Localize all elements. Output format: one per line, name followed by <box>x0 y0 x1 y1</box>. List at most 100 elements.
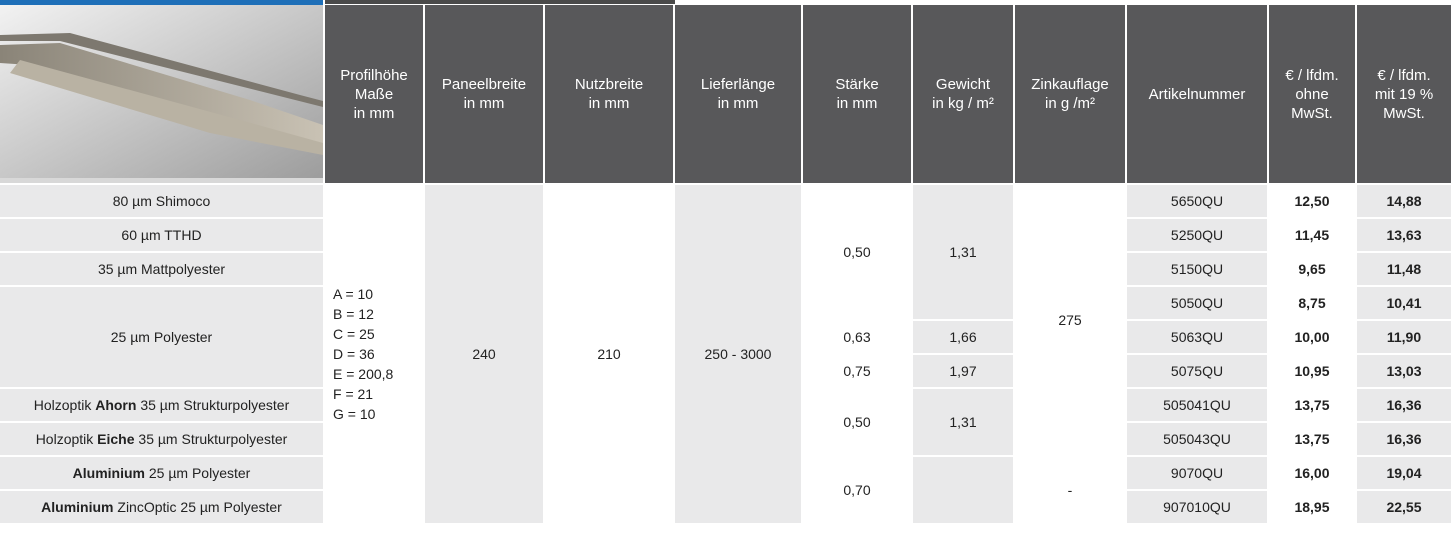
product-text: Ahorn <box>95 397 137 413</box>
row: 0,63 1,66 5063QU 10,00 11,90 <box>0 321 1451 353</box>
product: 25 µm Polyester <box>0 287 323 387</box>
thickness: 0,50 <box>803 389 911 455</box>
product-text: ZincOptic 25 µm Polyester <box>113 499 282 515</box>
row: Holzoptik Ahorn 35 µm Strukturpolyester … <box>0 389 1451 455</box>
row: 60 µm TTHD 5250QU 11,45 13,63 <box>0 219 1451 251</box>
text-line: Stärke <box>835 76 879 93</box>
product-text: Eiche <box>97 431 135 447</box>
price-table: Profilhöhe Maße in mm Paneelbreite in mm Nu… <box>0 3 1451 525</box>
article: 5063QU <box>1127 321 1267 353</box>
usable-width: 210 <box>545 185 673 523</box>
col-header: Stärke in mm <box>803 5 911 183</box>
product-text: 60 µm TTHD <box>121 227 202 243</box>
text-line: MwSt. <box>1291 104 1333 122</box>
text-line: mit 19 % <box>1374 85 1434 103</box>
text-line: F = 21 <box>333 386 374 402</box>
col-header: Profilhöhe Maße in mm <box>325 5 423 183</box>
row: Aluminium ZincOptic 25 µm Polyester 9070… <box>0 491 1451 523</box>
product-text: Holzoptik <box>33 397 96 413</box>
profile-photo <box>0 5 323 178</box>
header-row: Profilhöhe Maße in mm Paneelbreite in mm Nu… <box>0 5 1451 183</box>
text-line: in mm <box>353 104 395 122</box>
row: 25 µm Polyester 5050QU 8,75 10,41 <box>0 287 1451 387</box>
text-line: C = 25 <box>333 326 375 342</box>
col-header: Zinkauflage in g /m² <box>1015 5 1125 183</box>
price-gross: 16,36 <box>1357 423 1451 455</box>
text-line: A = 10 <box>333 286 374 302</box>
text-line: ohne <box>1295 85 1329 103</box>
thickness: 0,75 <box>803 355 911 387</box>
article: 907010QU <box>1127 491 1267 523</box>
price-gross: 14,88 <box>1357 185 1451 217</box>
price-gross: 11,90 <box>1357 321 1451 353</box>
weight: 1,97 <box>913 355 1013 387</box>
price-net: 13,75 <box>1269 389 1355 421</box>
weight: 1,31 <box>913 389 1013 455</box>
article: 505043QU <box>1127 423 1267 455</box>
col-header: € / lfdm. mit 19 % MwSt. <box>1357 5 1451 183</box>
article: 5050QU <box>1127 287 1267 319</box>
zinc: 275 <box>1015 185 1125 455</box>
price-gross: 10,41 <box>1357 287 1451 319</box>
top-bar <box>325 0 675 4</box>
weight: 1,66 <box>913 321 1013 353</box>
text-line: Gewicht <box>935 76 991 93</box>
article: 5650QU <box>1127 185 1267 217</box>
price-net: 10,95 <box>1269 355 1355 387</box>
article: 5150QU <box>1127 253 1267 285</box>
price-gross: 13,03 <box>1357 355 1451 387</box>
text-line: in g /m² <box>1044 95 1095 112</box>
text-line: Profilhöhe <box>340 66 408 84</box>
text-line: Lieferlänge <box>700 76 776 93</box>
product-text: Aluminium <box>41 499 114 515</box>
text-line: Zinkauflage <box>1031 76 1109 93</box>
text-line: € / lfdm. <box>1377 66 1431 84</box>
col-header: Gewicht in kg / m² <box>913 5 1013 183</box>
price-gross: 11,48 <box>1357 253 1451 285</box>
product: Holzoptik Eiche 35 µm Strukturpolyester <box>0 423 323 455</box>
price-net: 8,75 <box>1269 287 1355 319</box>
product-text: 35 µm Strukturpolyester <box>136 397 290 413</box>
price-net: 13,75 <box>1269 423 1355 455</box>
thickness: 0,63 <box>803 321 911 353</box>
col-header: € / lfdm. ohne MwSt. <box>1269 5 1355 183</box>
price-gross: 19,04 <box>1357 457 1451 489</box>
text-line: Paneelbreite <box>441 76 527 93</box>
product-text: Aluminium <box>72 465 145 481</box>
text-line: € / lfdm. <box>1285 66 1339 84</box>
price-gross: 13,63 <box>1357 219 1451 251</box>
row: 35 µm Mattpolyester 5150QU 9,65 11,48 <box>0 253 1451 285</box>
weight: 1,31 <box>913 185 1013 319</box>
row: 0,75 1,97 5075QU 10,95 13,03 <box>0 355 1451 387</box>
text-line: in mm <box>836 95 878 112</box>
price-gross: 22,55 <box>1357 491 1451 523</box>
product: 60 µm TTHD <box>0 219 323 251</box>
text-line: D = 36 <box>333 346 375 362</box>
product: 80 µm Shimoco <box>0 185 323 217</box>
product-text: 35 µm Mattpolyester <box>97 261 226 277</box>
price-net: 10,00 <box>1269 321 1355 353</box>
price-net: 16,00 <box>1269 457 1355 489</box>
text-line: Nutzbreite <box>574 76 644 93</box>
weight <box>913 457 1013 523</box>
product-text: Holzoptik <box>35 431 98 447</box>
product-text: 80 µm Shimoco <box>112 193 211 209</box>
length: 250 - 3000 <box>675 185 801 523</box>
article: 5075QU <box>1127 355 1267 387</box>
col-header: Paneelbreite in mm <box>425 5 543 183</box>
profile: A = 10 B = 12 C = 25 D = 36 E = 200,8 F = 21 G… <box>325 185 423 523</box>
article: 5250QU <box>1127 219 1267 251</box>
top-bar <box>0 0 323 5</box>
text-line: in mm <box>717 95 759 112</box>
product: Holzoptik Ahorn 35 µm Strukturpolyester <box>0 389 323 421</box>
product-text: 25 µm Polyester <box>145 465 251 481</box>
row: Holzoptik Eiche 35 µm Strukturpolyester … <box>0 423 1451 455</box>
col-header: Lieferlänge in mm <box>675 5 801 183</box>
text-line: B = 12 <box>333 306 374 322</box>
product-image <box>0 5 323 183</box>
product: Aluminium 25 µm Polyester <box>0 457 323 489</box>
text-line: G = 10 <box>333 406 376 422</box>
col-header: Nutzbreite in mm <box>545 5 673 183</box>
product-text: 25 µm Polyester <box>110 329 213 345</box>
